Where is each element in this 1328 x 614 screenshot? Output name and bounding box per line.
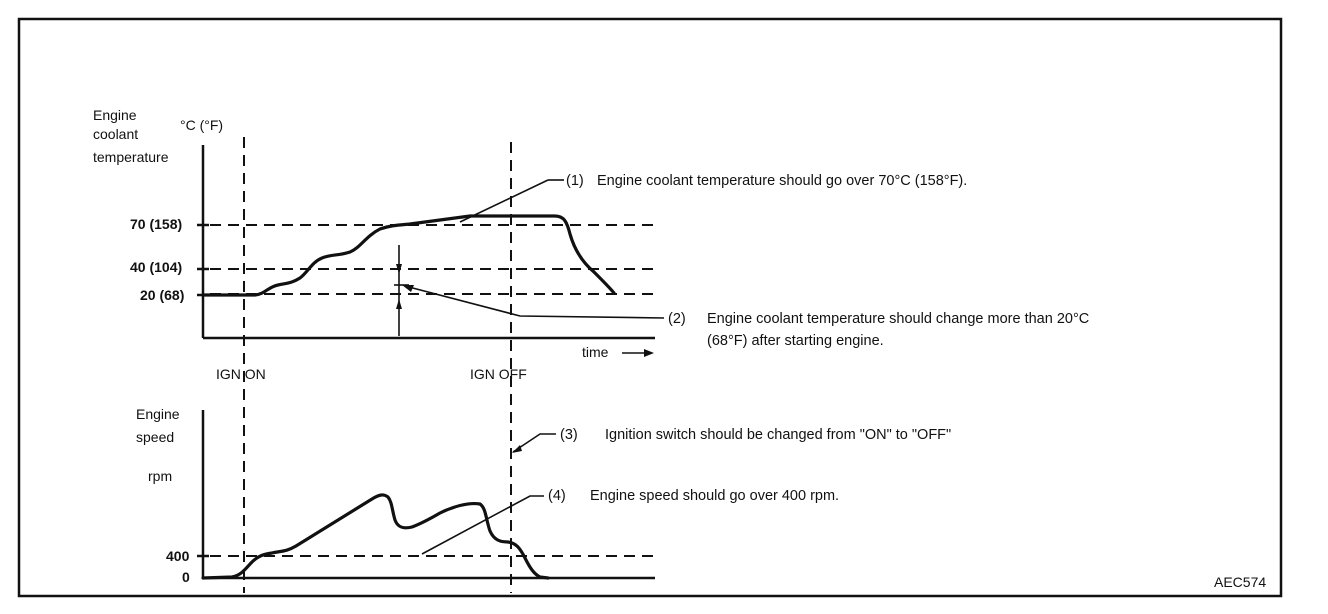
tick-label-0: 0: [182, 569, 190, 585]
note-4-number: (4): [548, 488, 566, 504]
tick-label-400: 400: [166, 548, 190, 564]
tick-label-40: 40 (104): [130, 259, 182, 275]
engine-speed-curve: [201, 493, 550, 580]
note-1-leader-line: [459, 179, 549, 223]
note-2-text-line-1: Engine coolant temperature should change…: [707, 311, 1089, 327]
tick-label-70: 70 (158): [130, 216, 182, 232]
note-2-leader-line: [404, 285, 665, 319]
coolant-ylabel-line-1: Engine: [93, 107, 137, 123]
coolant-ylabel-line-3: temperature: [93, 149, 169, 165]
time-arrow-head: [644, 349, 654, 357]
coolant-temperature-curve: [201, 214, 616, 297]
note-3-text: Ignition switch should be changed from "…: [605, 427, 951, 443]
coolant-ylabel-line-2: coolant: [93, 126, 138, 142]
note-1-number: (1): [566, 173, 584, 189]
note-2-number: (2): [668, 311, 686, 327]
note-4-leader-line: [421, 495, 544, 555]
note-3-leader-line: [512, 433, 556, 453]
delta-arrow-down: [396, 264, 402, 274]
note-1-text: Engine coolant temperature should go ove…: [597, 173, 967, 189]
coolant-unit-label: °C (°F): [180, 117, 223, 133]
speed-ylabel-line-2: speed: [136, 429, 174, 445]
note-2-arrow-head: [402, 285, 414, 292]
speed-unit-label: rpm: [148, 468, 172, 484]
note-3-number: (3): [560, 427, 578, 443]
ign-on-label: IGN ON: [216, 366, 266, 382]
note-2-text-line-2: (68°F) after starting engine.: [707, 333, 884, 349]
speed-ylabel-line-1: Engine: [136, 406, 180, 422]
figure-id: AEC574: [1214, 574, 1266, 590]
note-4-text: Engine speed should go over 400 rpm.: [590, 488, 839, 504]
ign-off-label: IGN OFF: [470, 366, 527, 382]
tick-label-20: 20 (68): [140, 287, 184, 303]
time-axis-label: time: [582, 344, 609, 360]
coolant-temperature-chart: Engine coolant temperature °C (°F) 70 (1…: [93, 107, 655, 382]
delta-arrow-up: [396, 299, 402, 309]
note-3-arrow-head: [512, 445, 522, 453]
diagram-border: [17, 17, 1283, 598]
engine-speed-chart: Engine speed rpm 400 0: [136, 406, 655, 585]
